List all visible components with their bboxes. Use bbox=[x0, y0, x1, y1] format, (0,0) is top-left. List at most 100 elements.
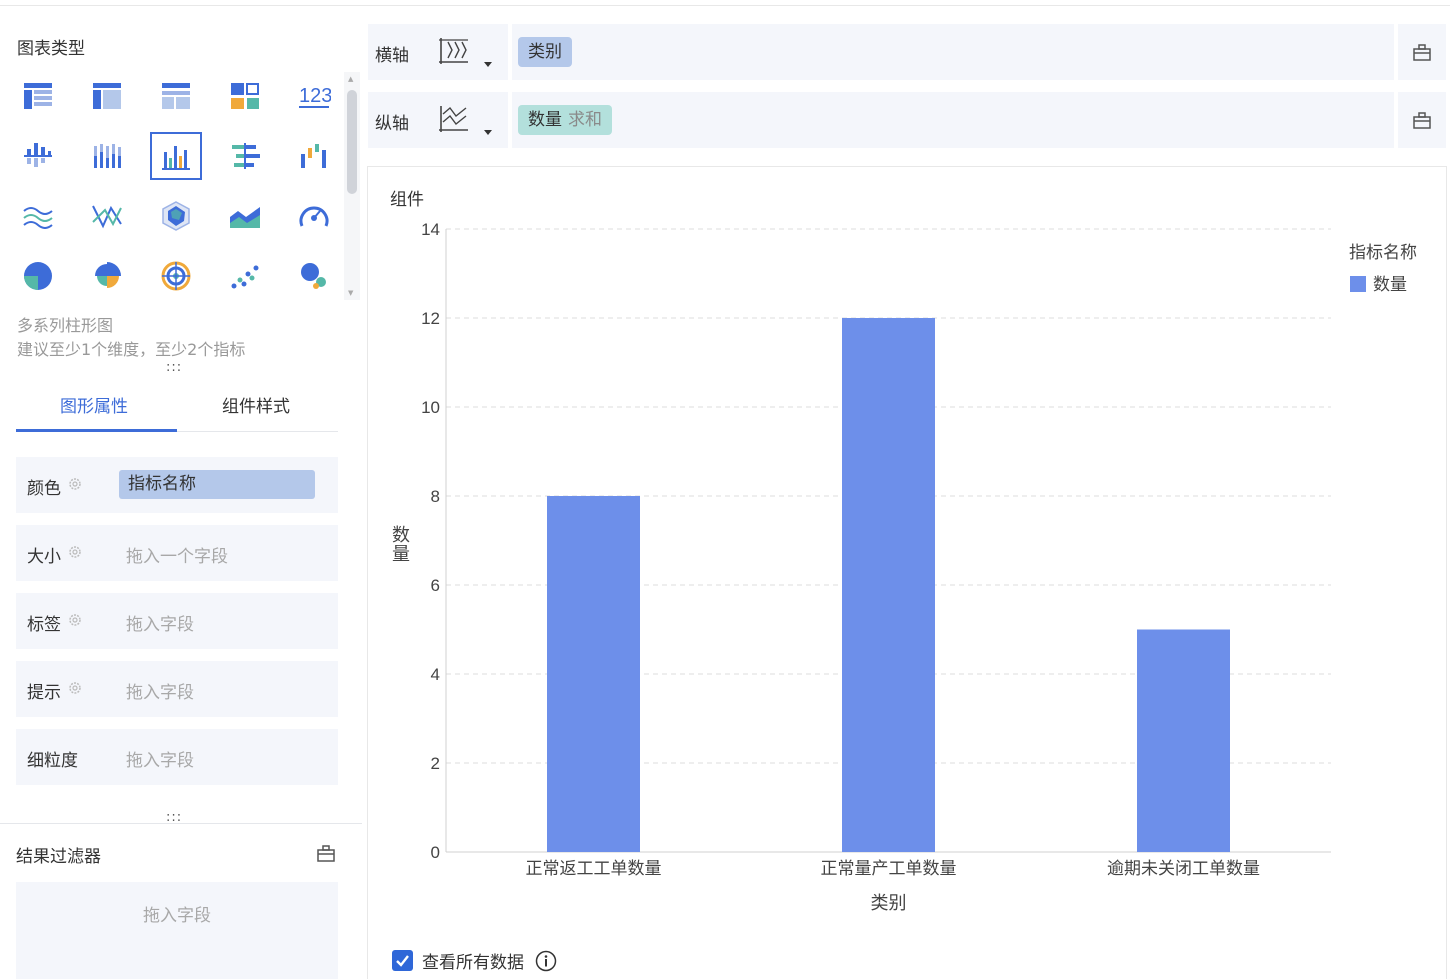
settings-gear-icon[interactable] bbox=[68, 477, 82, 491]
drop-field-placeholder: 拖入字段 bbox=[126, 751, 194, 771]
gauge-icon[interactable] bbox=[288, 192, 340, 240]
filter-settings-icon[interactable] bbox=[316, 843, 336, 863]
property-size-row[interactable]: 大小 拖入一个字段 bbox=[16, 525, 338, 581]
y-axis-dropdown-caret-icon[interactable] bbox=[484, 130, 492, 135]
x-axis-settings-icon[interactable] bbox=[1412, 42, 1432, 62]
left-panel: 图表类型 123 bbox=[0, 0, 362, 979]
chart-type-scrollbar[interactable]: ▲ ▼ bbox=[344, 72, 360, 300]
top-divider bbox=[0, 5, 1450, 6]
scroll-down-arrow-icon[interactable]: ▼ bbox=[348, 289, 354, 297]
view-all-data[interactable]: 查看所有数据 bbox=[392, 948, 557, 973]
area-chart-icon[interactable] bbox=[219, 192, 271, 240]
kpi-card-icon[interactable] bbox=[219, 72, 271, 120]
y-tick-label: 4 bbox=[431, 665, 440, 684]
view-all-label: 查看所有数据 bbox=[422, 953, 524, 973]
donut-target-icon[interactable] bbox=[150, 252, 202, 300]
y-tick-label: 10 bbox=[421, 398, 440, 417]
active-tab-indicator bbox=[16, 429, 177, 432]
component-title: 组件 bbox=[390, 190, 424, 210]
property-label: 标签 bbox=[27, 615, 61, 635]
bar-3 bbox=[1137, 629, 1230, 852]
x-axis-field-pill[interactable]: 类别 bbox=[518, 37, 572, 67]
rose-chart-icon[interactable] bbox=[81, 252, 133, 300]
y-tick-label: 2 bbox=[431, 754, 440, 773]
x-axis-label: 横轴 bbox=[375, 46, 409, 66]
y-tick-label: 0 bbox=[431, 843, 440, 862]
property-tabs: 图形属性 组件样式 bbox=[16, 374, 338, 432]
grouped-bar-icon[interactable] bbox=[12, 132, 64, 180]
y-axis-title-char: 量 bbox=[392, 544, 410, 564]
color-field-pill[interactable]: 指标名称 bbox=[119, 470, 315, 499]
selected-chart-hint: 建议至少1个维度，至少2个指标 bbox=[17, 340, 246, 359]
property-label: 细粒度 bbox=[27, 751, 78, 771]
y-axis-sort-icon[interactable] bbox=[438, 104, 470, 134]
detail-table-icon[interactable] bbox=[150, 72, 202, 120]
y-axis-field-pill[interactable]: 数量 求和 bbox=[518, 105, 612, 135]
scatter-line-icon[interactable] bbox=[81, 192, 133, 240]
pie-chart-icon[interactable] bbox=[12, 252, 64, 300]
bubble-icon[interactable] bbox=[288, 252, 340, 300]
multi-series-bar-icon[interactable] bbox=[150, 132, 202, 180]
settings-gear-icon[interactable] bbox=[68, 681, 82, 695]
drop-field-placeholder: 拖入字段 bbox=[126, 615, 194, 635]
legend-swatch bbox=[1350, 276, 1366, 292]
number-icon[interactable]: 123 bbox=[288, 72, 340, 120]
property-color-row[interactable]: 颜色 指标名称 bbox=[16, 457, 338, 513]
tab-graphic-properties[interactable]: 图形属性 bbox=[60, 397, 128, 417]
y-axis-label-box: 纵轴 bbox=[368, 92, 508, 148]
x-tick-label: 正常量产工单数量 bbox=[821, 859, 957, 878]
settings-gear-icon[interactable] bbox=[68, 613, 82, 627]
resize-handle-icon[interactable]: ::: bbox=[166, 810, 183, 825]
y-tick-label: 14 bbox=[421, 220, 440, 239]
property-label-row[interactable]: 标签 拖入字段 bbox=[16, 593, 338, 649]
y-axis-dropzone[interactable]: 数量 求和 bbox=[512, 92, 1394, 148]
line-chart-icon[interactable] bbox=[12, 192, 64, 240]
y-axis-settings-box bbox=[1398, 92, 1446, 148]
drop-field-placeholder: 拖入一个字段 bbox=[126, 547, 228, 567]
chart-type-title: 图表类型 bbox=[17, 39, 85, 59]
bar-1 bbox=[547, 496, 640, 852]
property-granularity-row[interactable]: 细粒度 拖入字段 bbox=[16, 729, 338, 785]
radar-icon[interactable] bbox=[150, 192, 202, 240]
chart-description: 多系列柱形图 建议至少1个维度，至少2个指标 bbox=[17, 314, 245, 362]
result-filter-title: 结果过滤器 bbox=[16, 847, 101, 867]
y-tick-label: 8 bbox=[431, 487, 440, 506]
result-filter-dropzone[interactable]: 拖入字段 bbox=[16, 882, 338, 979]
selected-chart-name: 多系列柱形图 bbox=[17, 316, 114, 335]
x-axis-dropdown-caret-icon[interactable] bbox=[484, 62, 492, 67]
horizontal-bar-icon[interactable] bbox=[219, 132, 271, 180]
pivot-table-icon[interactable] bbox=[81, 72, 133, 120]
stacked-bar-icon[interactable] bbox=[81, 132, 133, 180]
y-axis-label: 纵轴 bbox=[375, 114, 409, 134]
bar-2 bbox=[842, 318, 935, 852]
info-icon[interactable] bbox=[535, 950, 557, 972]
x-axis-row: 横轴 类别 bbox=[368, 24, 1446, 80]
y-axis-aggregation: 求和 bbox=[568, 110, 602, 130]
drop-field-placeholder: 拖入字段 bbox=[126, 683, 194, 703]
tab-component-style[interactable]: 组件样式 bbox=[222, 397, 290, 417]
property-tooltip-row[interactable]: 提示 拖入字段 bbox=[16, 661, 338, 717]
y-tick-label: 6 bbox=[431, 576, 440, 595]
chart-card: 组件 0 2 4 6 8 10 12 14 正常返工工单数量 正常量产工单数量 逾期未关闭工单数量类… bbox=[367, 166, 1447, 979]
x-axis-settings-box bbox=[1398, 24, 1446, 80]
check-icon bbox=[396, 955, 409, 967]
scatter-icon[interactable] bbox=[219, 252, 271, 300]
waterfall-icon[interactable] bbox=[288, 132, 340, 180]
x-axis-title: 类别 bbox=[871, 893, 907, 913]
table-icon[interactable] bbox=[12, 72, 64, 120]
y-axis-settings-icon[interactable] bbox=[1412, 110, 1432, 130]
settings-gear-icon[interactable] bbox=[68, 545, 82, 559]
x-axis-dropzone[interactable]: 类别 bbox=[512, 24, 1394, 80]
property-label: 提示 bbox=[27, 683, 61, 703]
x-axis-label-box: 横轴 bbox=[368, 24, 508, 80]
resize-handle-icon[interactable]: ::: bbox=[166, 360, 183, 375]
scroll-thumb[interactable] bbox=[347, 90, 357, 194]
scroll-up-arrow-icon[interactable]: ▲ bbox=[348, 75, 354, 83]
x-tick-label: 正常返工工单数量 bbox=[526, 859, 662, 878]
y-axis-field-name: 数量 bbox=[528, 110, 562, 130]
y-axis-title-char: 数 bbox=[392, 525, 410, 545]
legend-title: 指标名称 bbox=[1349, 243, 1417, 262]
x-axis-sort-icon[interactable] bbox=[438, 36, 470, 66]
view-all-checkbox[interactable] bbox=[392, 950, 413, 971]
